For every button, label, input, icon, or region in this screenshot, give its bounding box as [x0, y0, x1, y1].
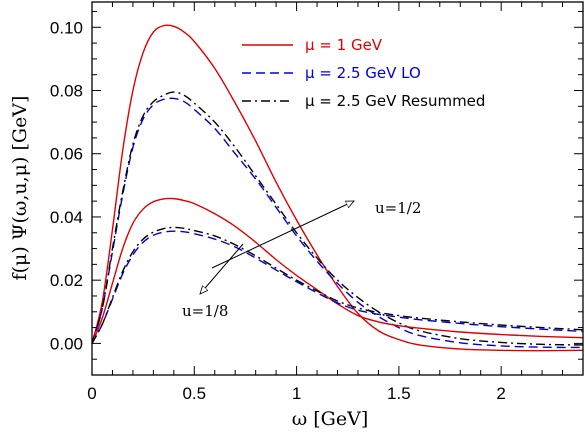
series-line-dashed-u-half	[91, 97, 584, 349]
series-line-dashdot-u-half	[91, 91, 584, 346]
y-tick-label: 0.04	[50, 208, 83, 227]
series-line-dashdot-u-eighth	[91, 226, 584, 344]
legend-label-mu1: μ = 1 GeV	[305, 36, 383, 54]
y-tick-label: 0.10	[50, 18, 83, 37]
x-tick-label: 0	[87, 384, 96, 403]
y-axis-title: f(μ) Ψ(ω,u,μ) [GeV]	[9, 96, 31, 281]
x-tick-label: 1.5	[387, 384, 411, 403]
y-tick-label: 0.08	[50, 82, 83, 101]
series-line-solid-u-eighth	[91, 197, 584, 344]
plot-frame	[91, 1, 584, 376]
series-line-dashed-u-eighth	[91, 230, 584, 344]
curves-group	[91, 24, 584, 352]
y-tick-label: 0.02	[50, 271, 83, 290]
legend-label-mu25-lo: μ = 2.5 GeV LO	[305, 64, 421, 82]
x-tick-label: 2	[496, 384, 505, 403]
annotation-u-half: u=1/2	[375, 199, 421, 217]
y-tick-label: 0.06	[50, 145, 83, 164]
legend-label-mu25-resummed: μ = 2.5 GeV Resummed	[305, 92, 485, 110]
arrow-u-half	[211, 200, 354, 269]
y-tick-label: 0.00	[50, 334, 83, 353]
annotation-u-eighth: u=1/8	[182, 302, 228, 320]
x-tick-label: 0.5	[182, 384, 206, 403]
x-axis-title: ω [GeV]	[292, 408, 369, 430]
x-tick-label: 1	[292, 384, 301, 403]
tick-labels-group: 0 0.5 1 1.5 2 0.00 0.02 0.04 0.06 0.08 0.10	[50, 18, 506, 403]
ticks-group	[91, 2, 584, 376]
legend: μ = 1 GeV μ = 2.5 GeV LO μ = 2.5 GeV Res…	[242, 36, 485, 110]
arrow-u-eighth	[200, 243, 244, 294]
series-line-solid-u-half	[91, 24, 584, 352]
